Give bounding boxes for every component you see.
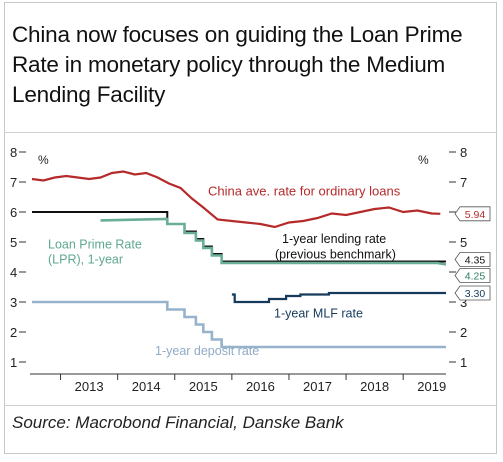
- x-tick-label: 2016: [246, 379, 275, 394]
- callout-box: [454, 285, 491, 301]
- y-tick-label-left: 5: [10, 235, 17, 250]
- chart-frame: [4, 2, 497, 454]
- callout-box: [454, 268, 491, 283]
- x-tick-label: 2017: [303, 379, 332, 394]
- y-tick-label-left: 4: [10, 265, 17, 280]
- y-tick-label-right: 8: [460, 145, 467, 160]
- y-tick-label-left: 6: [10, 205, 17, 220]
- y-unit-right: %: [418, 153, 429, 167]
- y-tick-label-left: 3: [10, 295, 17, 310]
- callout-value: 3.30: [465, 288, 486, 300]
- x-tick-label: 2014: [132, 379, 161, 394]
- label-ordinary-loans: China ave. rate for ordinary loans: [208, 184, 401, 199]
- y-tick-label-left: 2: [10, 325, 17, 340]
- callout-value: 5.94: [465, 209, 486, 221]
- label-lpr-line1: Loan Prime Rate: [48, 238, 142, 252]
- end-value-callout-3: 4.25: [454, 268, 491, 283]
- label-lpr-line2: (LPR), 1-year: [48, 253, 123, 267]
- series-line-3: [100, 217, 447, 266]
- end-value-callout-2: 4.35: [454, 252, 491, 267]
- y-unit-left: %: [38, 153, 49, 167]
- callout-value: 4.25: [465, 271, 486, 283]
- y-tick-label-left: 1: [10, 355, 17, 370]
- end-value-callout-4: 3.30: [454, 285, 491, 301]
- x-tick-label: 2018: [360, 379, 389, 394]
- callout-box: [454, 206, 491, 222]
- title-divider: [4, 132, 497, 133]
- callout-box: [454, 252, 491, 267]
- series-line-5: [32, 300, 446, 349]
- x-tick-label: 2015: [189, 379, 218, 394]
- chart-title: China now focuses on guiding the Loan Pr…: [12, 22, 463, 107]
- y-tick-label-right: 3: [460, 295, 467, 310]
- source-divider: [4, 405, 497, 406]
- label-deposit: 1-year deposit rate: [155, 344, 259, 358]
- y-tick-label-right: 7: [460, 175, 467, 190]
- label-benchmark-line2: (previous benchmark): [275, 248, 396, 262]
- x-tick-label: 2013: [75, 379, 104, 394]
- y-tick-label-left: 8: [10, 145, 17, 160]
- series-line-1: [31, 170, 441, 229]
- end-value-callout-1: 5.94: [454, 206, 491, 222]
- label-benchmark-line1: 1-year lending rate: [282, 232, 386, 246]
- series-line-4: [231, 291, 446, 304]
- chart-source: Source: Macrobond Financial, Danske Bank: [12, 413, 344, 432]
- y-tick-label-right: 2: [460, 325, 467, 340]
- callout-value: 4.35: [465, 255, 486, 267]
- label-mlf: 1-year MLF rate: [274, 307, 363, 321]
- y-tick-label-right: 1: [460, 355, 467, 370]
- y-tick-label-left: 7: [10, 175, 17, 190]
- y-tick-label-right: 5: [460, 235, 467, 250]
- x-tick-label: 2019: [417, 379, 446, 394]
